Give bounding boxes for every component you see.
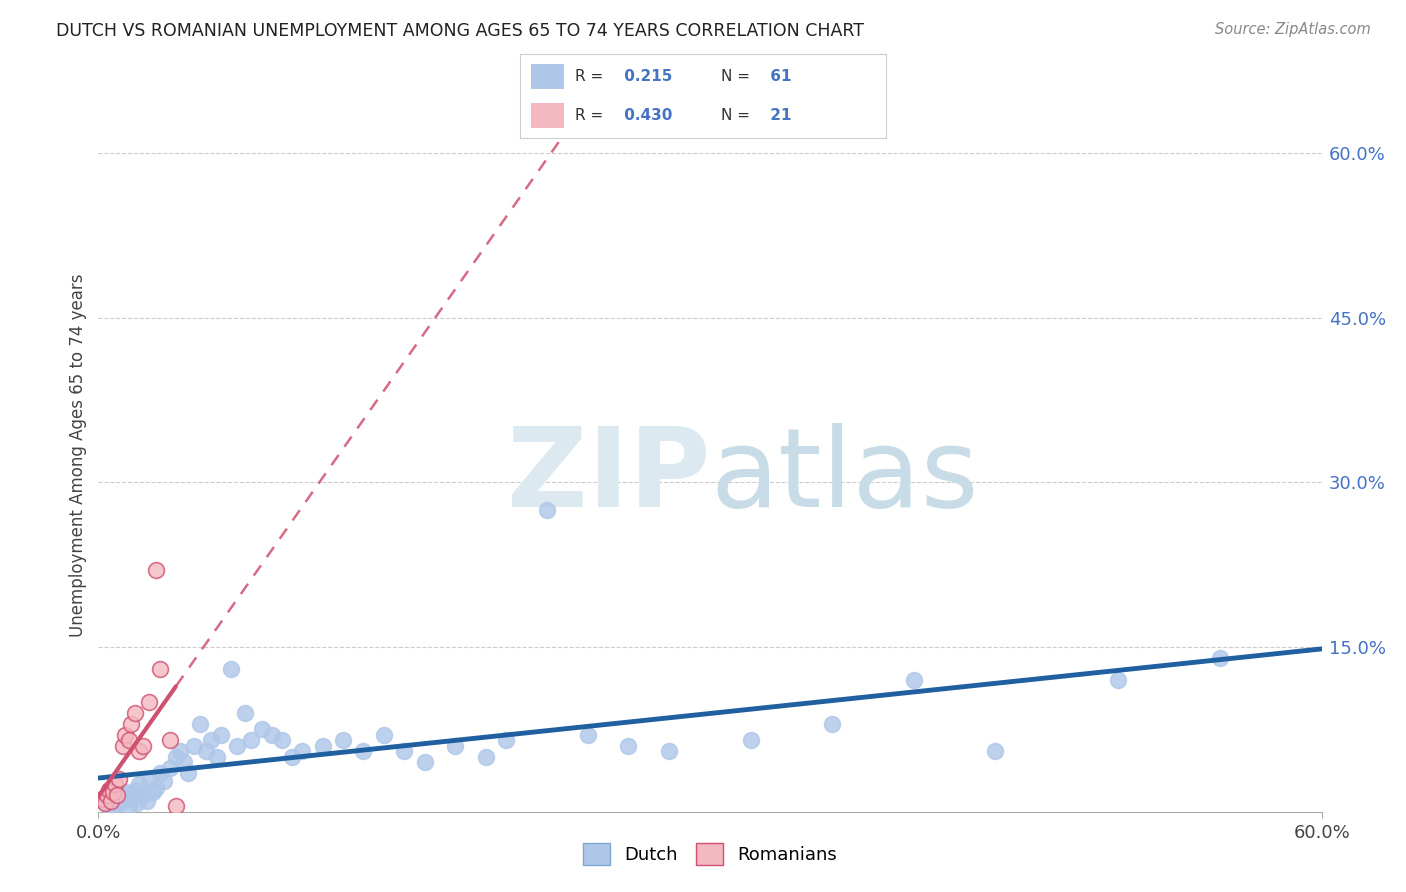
Point — [114, 728, 136, 742]
Point — [100, 794, 122, 808]
Point — [312, 739, 335, 753]
Point — [124, 706, 146, 720]
Point — [240, 733, 263, 747]
Point — [183, 739, 205, 753]
Point — [740, 733, 762, 747]
Point — [159, 733, 181, 747]
Point — [219, 662, 242, 676]
Point — [165, 799, 187, 814]
Point — [200, 733, 222, 747]
Text: 61: 61 — [765, 69, 792, 84]
Point — [120, 717, 142, 731]
Point — [114, 785, 136, 799]
Point — [903, 673, 925, 687]
Point — [132, 739, 155, 753]
Point — [152, 774, 174, 789]
Point — [658, 744, 681, 758]
Point — [93, 796, 115, 810]
Point — [373, 728, 395, 742]
Text: 0.430: 0.430 — [619, 108, 672, 123]
Point — [474, 749, 498, 764]
Legend: Dutch, Romanians: Dutch, Romanians — [574, 834, 846, 874]
Y-axis label: Unemployment Among Ages 65 to 74 years: Unemployment Among Ages 65 to 74 years — [69, 273, 87, 637]
Point — [145, 780, 167, 795]
Point — [291, 744, 314, 758]
Point — [104, 777, 127, 791]
Point — [110, 789, 132, 803]
Point — [392, 744, 416, 758]
Point — [495, 733, 517, 747]
Point — [617, 739, 640, 753]
Point — [205, 749, 228, 764]
Point — [105, 789, 128, 803]
Point — [149, 766, 172, 780]
Text: DUTCH VS ROMANIAN UNEMPLOYMENT AMONG AGES 65 TO 74 YEARS CORRELATION CHART: DUTCH VS ROMANIAN UNEMPLOYMENT AMONG AGE… — [56, 22, 865, 40]
Point — [169, 744, 191, 758]
Text: atlas: atlas — [710, 423, 979, 530]
Point — [536, 503, 558, 517]
Point — [108, 796, 131, 810]
Point — [188, 717, 212, 731]
Point — [177, 766, 200, 780]
Point — [120, 791, 142, 805]
Text: R =: R = — [575, 69, 603, 84]
Point — [104, 797, 127, 811]
Text: ZIP: ZIP — [506, 423, 710, 530]
Point — [233, 706, 256, 720]
Point — [173, 756, 195, 770]
Point — [101, 798, 124, 813]
Point — [209, 728, 232, 742]
Point — [226, 739, 249, 753]
Point — [195, 744, 218, 758]
Text: 0.215: 0.215 — [619, 69, 672, 84]
Text: Source: ZipAtlas.com: Source: ZipAtlas.com — [1215, 22, 1371, 37]
Point — [118, 799, 141, 814]
Point — [270, 733, 294, 747]
Point — [118, 733, 141, 747]
Point — [136, 794, 159, 808]
Point — [105, 791, 128, 805]
Point — [250, 723, 273, 737]
Text: N =: N = — [721, 108, 751, 123]
Point — [352, 744, 374, 758]
Point — [108, 772, 131, 786]
Point — [111, 739, 134, 753]
Point — [138, 695, 160, 709]
FancyBboxPatch shape — [531, 103, 564, 128]
Point — [260, 728, 283, 742]
Point — [132, 789, 155, 803]
FancyBboxPatch shape — [531, 63, 564, 89]
Text: N =: N = — [721, 69, 751, 84]
Point — [93, 796, 115, 810]
Point — [149, 662, 172, 676]
Point — [111, 794, 134, 808]
Point — [91, 791, 114, 805]
Point — [127, 796, 149, 810]
Point — [101, 785, 124, 799]
Point — [145, 563, 167, 577]
Point — [100, 794, 122, 808]
Text: R =: R = — [575, 108, 603, 123]
Point — [97, 799, 120, 814]
Point — [124, 782, 146, 797]
Point — [159, 761, 181, 775]
Point — [128, 777, 150, 791]
Point — [96, 789, 118, 803]
Point — [1209, 651, 1232, 665]
Point — [821, 717, 844, 731]
Point — [1107, 673, 1129, 687]
Point — [142, 785, 165, 799]
Point — [332, 733, 354, 747]
Point — [984, 744, 1007, 758]
Text: 21: 21 — [765, 108, 792, 123]
Point — [128, 744, 150, 758]
Point — [97, 782, 120, 797]
Point — [165, 749, 187, 764]
Point — [413, 756, 436, 770]
Point — [281, 749, 304, 764]
Point — [576, 728, 599, 742]
Point — [138, 772, 160, 786]
Point — [444, 739, 467, 753]
